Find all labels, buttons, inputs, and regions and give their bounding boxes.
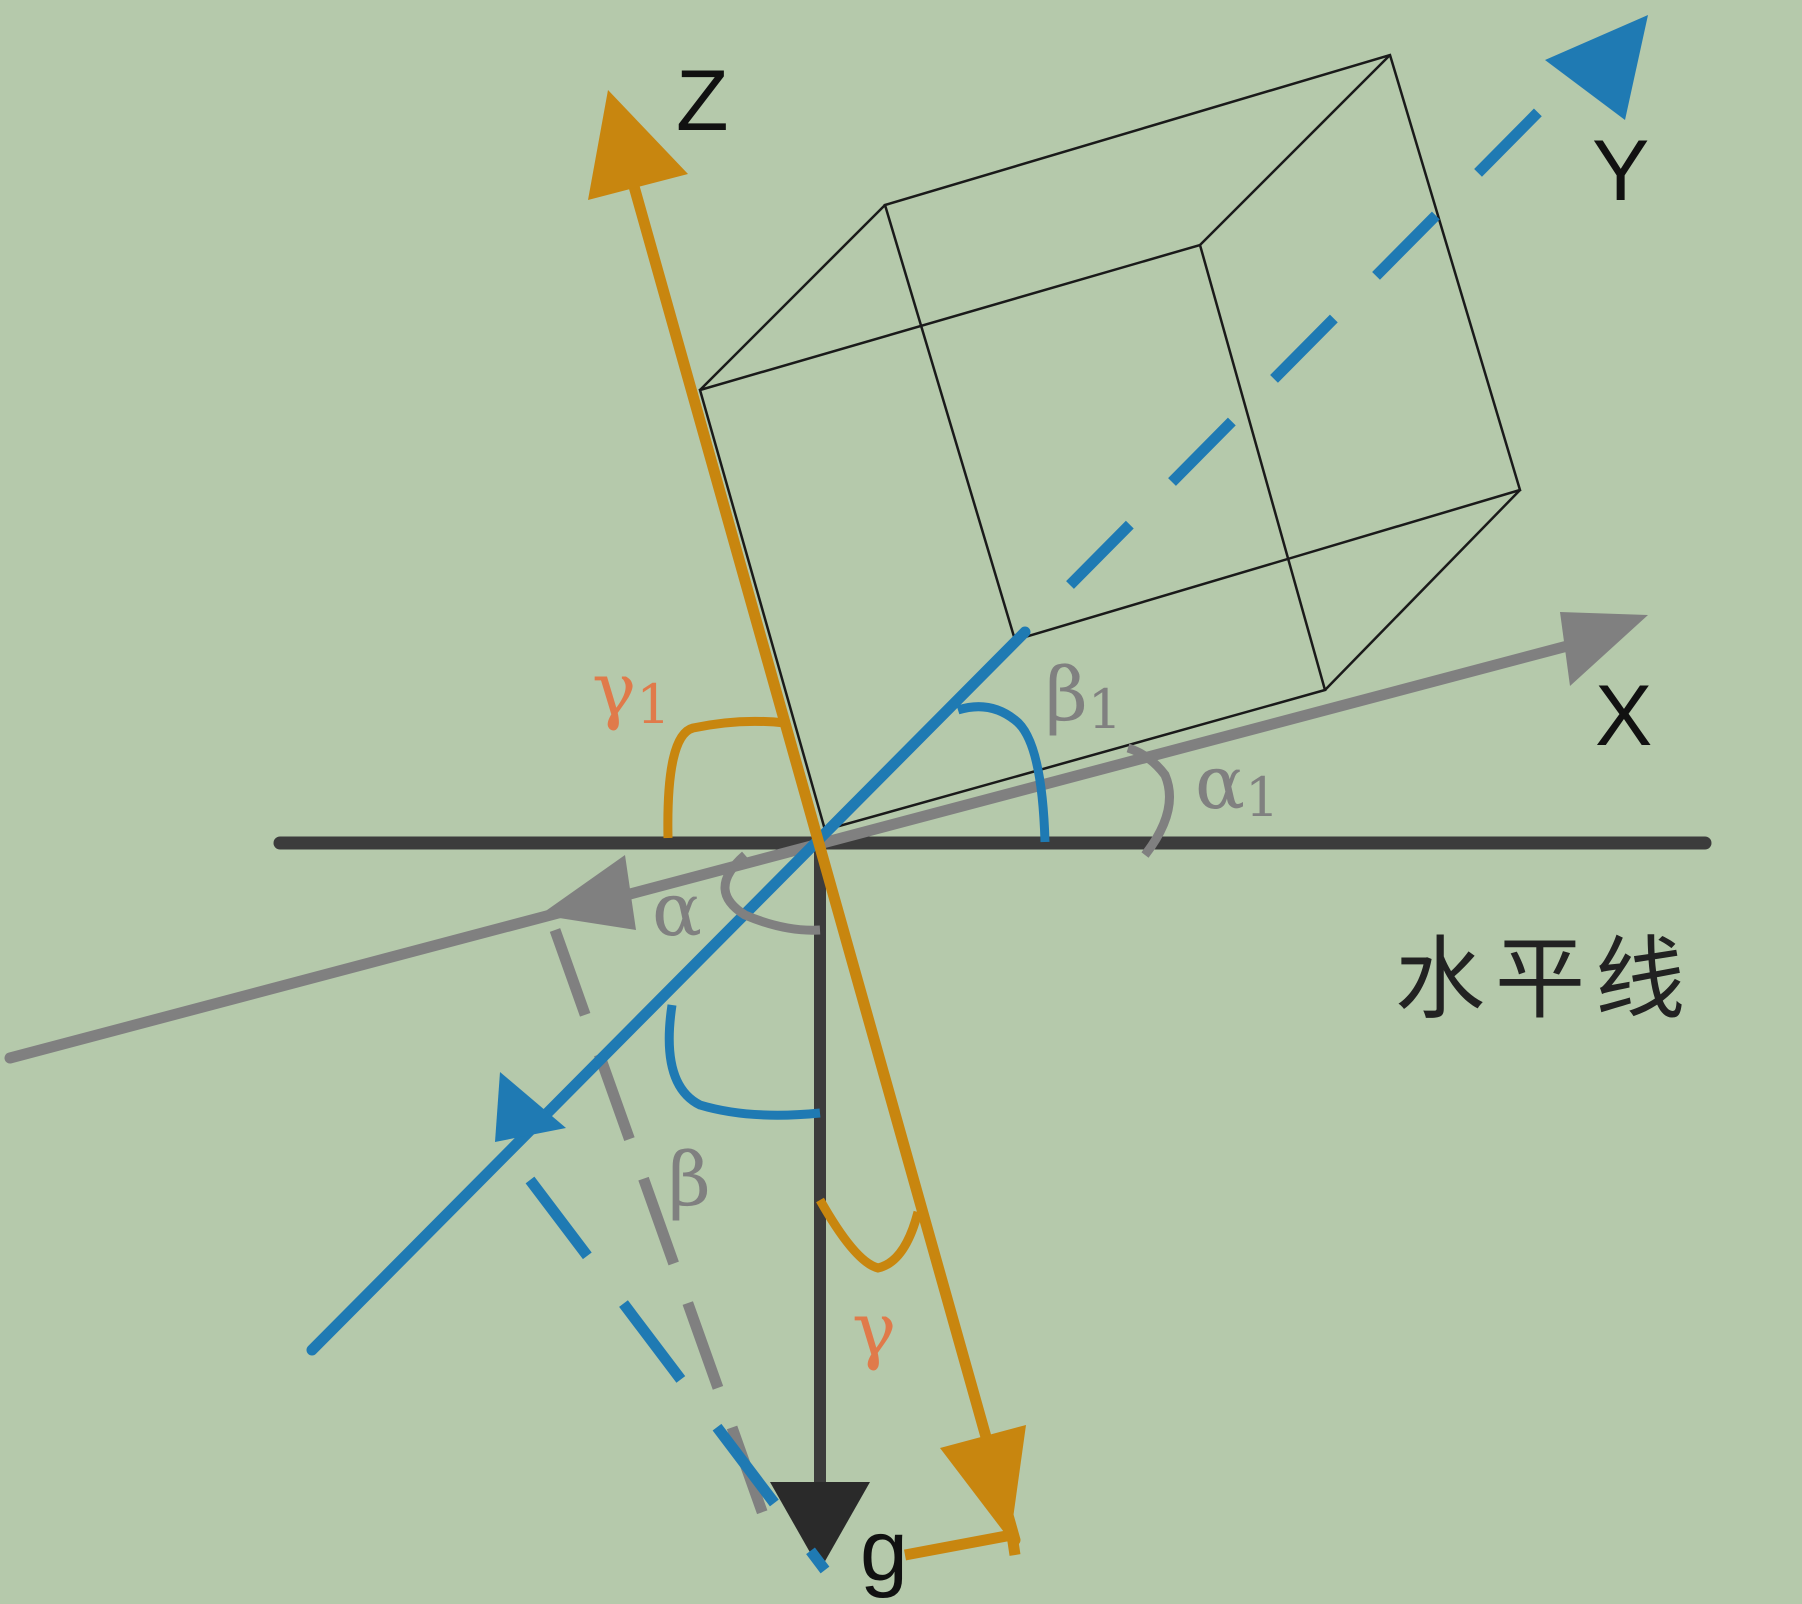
cube-edge (699, 204, 886, 391)
cube-edge (1324, 489, 1521, 691)
x-negative-arrowhead (540, 855, 636, 930)
y-axis-dashed (1066, 81, 1569, 589)
angle-alpha1-arc (1126, 743, 1174, 858)
angle-gamma-label: γ (852, 1287, 896, 1373)
y-negative-arrowhead (495, 1072, 566, 1142)
x-projection-dashed (549, 928, 771, 1522)
angle-beta1-label: β1 (1045, 652, 1122, 741)
z-projection-bracket (903, 1528, 1021, 1561)
x-axis-label: X (1595, 668, 1652, 764)
z-negative-arrowhead (940, 1425, 1026, 1540)
horizontal-line-label: 水平线 (1395, 927, 1695, 1032)
angle-beta-label: β (668, 1137, 711, 1223)
y-axis-solid (306, 626, 1031, 1356)
angle-gamma1-label: γ1 (592, 647, 671, 736)
angle-gamma-arc (816, 1197, 923, 1273)
y-projection-dashed (525, 1176, 830, 1574)
angle-gamma1-arc (663, 716, 786, 839)
z-axis-label: Z (676, 53, 729, 149)
gravity-arrowhead (770, 1482, 870, 1570)
angle-alpha1-label: α1 (1195, 740, 1279, 829)
y-axis-label: Y (1592, 123, 1649, 219)
x-axis-arrowhead (1560, 612, 1648, 686)
angle-alpha-arc (720, 851, 821, 935)
angle-beta-arc (664, 1004, 821, 1120)
cube-edge (1199, 54, 1391, 246)
z-axis-arrowhead (588, 90, 688, 200)
y-axis-arrowhead (1545, 15, 1648, 120)
angle-alpha-label: α (652, 867, 702, 953)
gravity-label: g (860, 1503, 908, 1599)
z-axis-line (622, 159, 1021, 1546)
x-axis-line (4, 634, 1596, 1064)
angle-beta1-arc (956, 702, 1050, 843)
